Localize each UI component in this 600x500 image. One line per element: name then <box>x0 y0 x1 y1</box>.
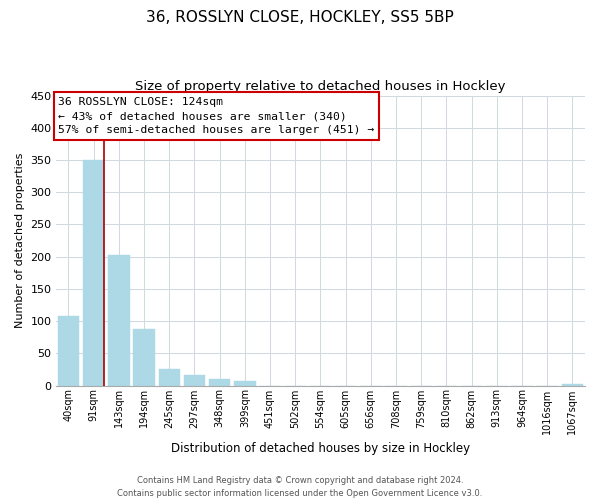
Bar <box>83 160 104 386</box>
Bar <box>108 254 130 386</box>
Bar <box>184 374 205 386</box>
X-axis label: Distribution of detached houses by size in Hockley: Distribution of detached houses by size … <box>171 442 470 455</box>
Text: 36, ROSSLYN CLOSE, HOCKLEY, SS5 5BP: 36, ROSSLYN CLOSE, HOCKLEY, SS5 5BP <box>146 10 454 25</box>
Bar <box>58 316 79 386</box>
Bar <box>133 329 155 386</box>
Text: Contains HM Land Registry data © Crown copyright and database right 2024.
Contai: Contains HM Land Registry data © Crown c… <box>118 476 482 498</box>
Text: 36 ROSSLYN CLOSE: 124sqm
← 43% of detached houses are smaller (340)
57% of semi-: 36 ROSSLYN CLOSE: 124sqm ← 43% of detach… <box>58 97 375 135</box>
Bar <box>562 384 583 386</box>
Y-axis label: Number of detached properties: Number of detached properties <box>15 153 25 328</box>
Bar <box>158 370 180 386</box>
Bar <box>209 379 230 386</box>
Title: Size of property relative to detached houses in Hockley: Size of property relative to detached ho… <box>135 80 506 93</box>
Bar <box>234 381 256 386</box>
